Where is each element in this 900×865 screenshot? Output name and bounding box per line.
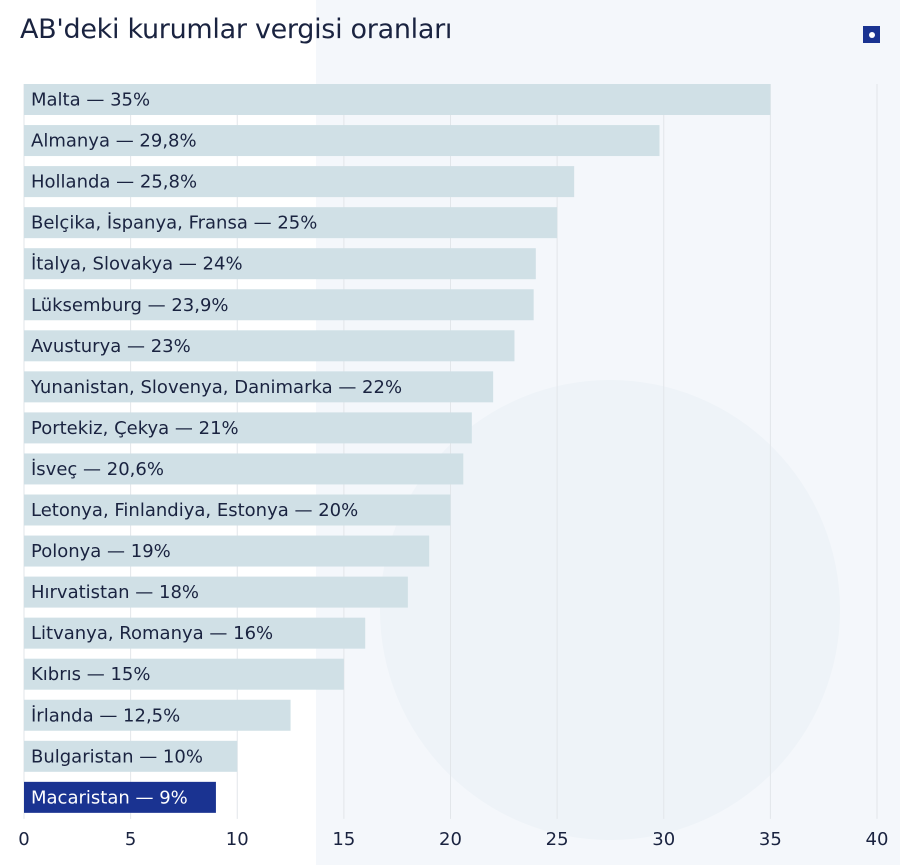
- bar: [24, 125, 660, 157]
- x-tick-label: 10: [226, 829, 249, 850]
- bar: [24, 412, 472, 444]
- bar-label: Hollanda — 25,8%: [31, 172, 197, 193]
- bar: [24, 166, 575, 198]
- bar: [24, 248, 536, 280]
- bar-label: Portekiz, Çekya — 21%: [31, 418, 239, 439]
- bar-label: Litvanya, Romanya — 16%: [31, 623, 273, 644]
- bar-label: Kıbrıs — 15%: [31, 664, 150, 685]
- chart-title: AB'deki kurumlar vergisi oranları: [20, 14, 453, 45]
- bar: [24, 617, 366, 649]
- bar: [24, 453, 464, 485]
- bar-label: Hırvatistan — 18%: [31, 582, 199, 603]
- bar-label: Bulgaristan — 10%: [31, 746, 203, 767]
- bar: [24, 535, 430, 567]
- bar-label: Lüksemburg — 23,9%: [31, 295, 229, 316]
- x-tick-label: 15: [332, 829, 355, 850]
- bar-label: Yunanistan, Slovenya, Danimarka — 22%: [30, 377, 402, 398]
- bar-label: Macaristan — 9%: [31, 787, 188, 808]
- bar: [24, 330, 515, 362]
- x-tick-label: 30: [652, 829, 675, 850]
- bar: [24, 207, 558, 239]
- bar: [24, 658, 344, 690]
- bar-label: İrlanda — 12,5%: [31, 705, 180, 726]
- bar: [24, 740, 238, 772]
- bar: [24, 84, 771, 115]
- bar-label: İsveç — 20,6%: [31, 459, 164, 480]
- bar-label: İtalya, Slovakya — 24%: [31, 254, 243, 275]
- bar: [24, 781, 216, 813]
- x-tick-label: 0: [18, 829, 29, 850]
- bar-label: Letonya, Finlandiya, Estonya — 20%: [31, 500, 358, 521]
- bar: [24, 371, 494, 403]
- x-tick-label: 5: [125, 829, 136, 850]
- bar: [24, 289, 534, 321]
- bar-label: Almanya — 29,8%: [31, 131, 197, 152]
- x-tick-label: 35: [759, 829, 782, 850]
- corner-marker-icon: [863, 26, 880, 43]
- bar-label: Polonya — 19%: [31, 541, 171, 562]
- bar: [24, 699, 291, 731]
- x-tick-label: 20: [439, 829, 462, 850]
- x-tick-label: 40: [866, 829, 889, 850]
- x-tick-label: 25: [546, 829, 569, 850]
- bar-label: Malta — 35%: [31, 90, 150, 111]
- bar-label: Avusturya — 23%: [31, 336, 191, 357]
- bar-label: Belçika, İspanya, Fransa — 25%: [31, 213, 317, 234]
- bar: [24, 576, 408, 608]
- bar: [24, 494, 451, 526]
